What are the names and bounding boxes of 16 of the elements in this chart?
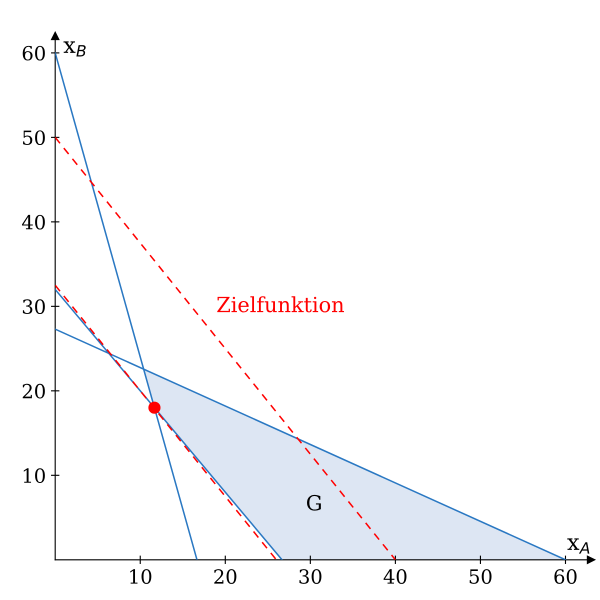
x-tick-label: 20 <box>214 569 236 584</box>
y-tick-label: 30 <box>22 299 45 314</box>
x-tick-label: 40 <box>384 569 406 584</box>
y-tick-label: 40 <box>22 214 45 230</box>
y-tick-label: 20 <box>22 384 45 398</box>
y-tick-label: 10 <box>24 468 45 483</box>
annotation: G <box>307 494 321 511</box>
x-tick-label: 30 <box>299 569 322 584</box>
y-tick-label: 60 <box>22 46 45 61</box>
x-tick-label: 60 <box>554 569 577 584</box>
y-axis-title: x$_{B}$ <box>64 41 86 57</box>
x-axis-title: x$_{A}$ <box>567 538 590 554</box>
x-tick-label: 10 <box>130 569 152 584</box>
series-label: Zielfunktion <box>217 296 344 312</box>
x-tick-label: 50 <box>470 569 492 584</box>
y-tick-label: 50 <box>23 130 45 146</box>
